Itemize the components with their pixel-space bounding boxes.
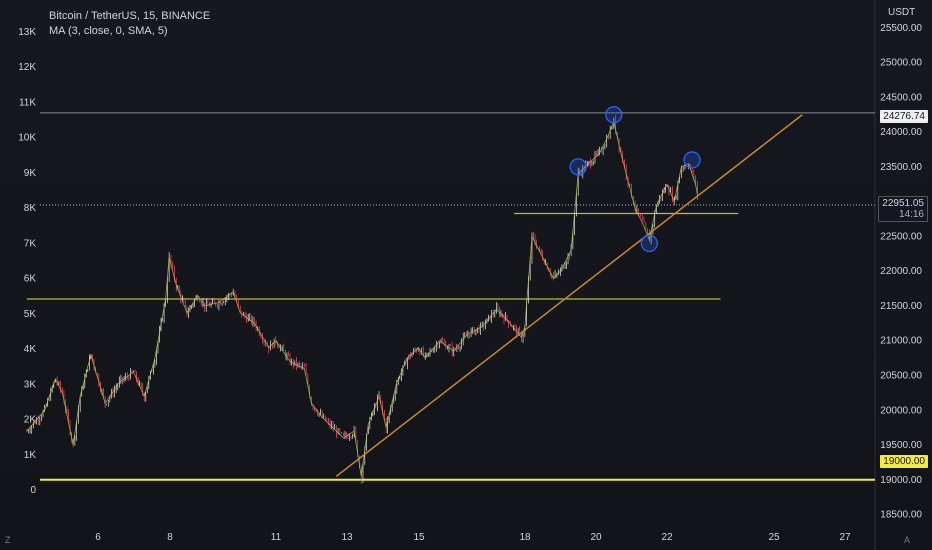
y-tick-label: 24500.00 [880,92,922,103]
x-tick-label: 13 [341,532,353,543]
y-tick-label: 21500.00 [880,301,922,312]
x-tick-label: 6 [95,532,101,543]
left-scale-label: 12K [18,62,36,73]
y-tick-label: 20000.00 [880,405,922,416]
highlight-circle [641,235,657,251]
x-tick-label: 18 [519,532,531,543]
x-tick-label: 15 [413,532,425,543]
left-scale-label: 0 [30,485,36,496]
currency-label: USDT [888,7,915,18]
x-tick-label: 11 [271,532,282,543]
x-tick-label: 22 [661,532,673,543]
highlight-circle [570,159,586,175]
left-scale-label: 1K [24,450,37,461]
y-tick-label: 22500.00 [880,231,922,242]
current-candle-timer: 14:16 [882,209,924,220]
x-tick-label: 8 [167,532,173,543]
left-scale-label: 5K [24,309,37,320]
left-scale-label: 10K [18,133,36,144]
ascending-trendline [336,115,802,477]
highlight-circle [606,107,622,123]
x-tick-label: 25 [768,532,780,543]
left-scale-label: 4K [24,344,37,355]
left-scale-label: 11K [19,97,36,108]
y-tick-label: 18500.00 [880,510,922,521]
y-tick-label: 23500.00 [880,162,922,173]
left-scale-label: 9K [24,168,37,179]
left-scale-label: 8K [24,203,37,214]
indicator-title[interactable]: MA (3, close, 0, SMA, 5) [49,24,210,39]
left-scale-label: 6K [24,274,37,285]
x-tick-label: 20 [590,532,602,543]
left-scale-label: 13K [18,27,36,38]
y-tick-label: 20500.00 [880,370,922,381]
price-label-current: 22951.05 14:16 [878,196,928,222]
left-scale-label: 3K [24,379,37,390]
price-label-top-level: 24276.74 [880,110,928,123]
auto-scale-button[interactable]: A [904,535,910,545]
symbol-title[interactable]: Bitcoin / TetherUS, 15, BINANCE [49,9,210,24]
left-scale-label: 2K [24,415,37,426]
y-tick-label: 25500.00 [880,23,922,34]
y-tick-label: 21000.00 [880,336,922,347]
chart-legend: Bitcoin / TetherUS, 15, BINANCE MA (3, c… [49,9,210,39]
highlight-circle [684,152,700,168]
current-price-value: 22951.05 [882,198,924,209]
y-tick-label: 22000.00 [880,266,922,277]
left-scale-label: 7K [24,238,37,249]
timezone-button[interactable]: Z [5,535,11,545]
y-tick-label: 19500.00 [880,440,922,451]
price-label-support: 19000.00 [880,455,928,468]
y-tick-label: 24000.00 [880,127,922,138]
y-tick-label: 19000.00 [880,475,922,486]
x-tick-label: 27 [839,532,851,543]
y-tick-label: 25000.00 [880,58,922,69]
